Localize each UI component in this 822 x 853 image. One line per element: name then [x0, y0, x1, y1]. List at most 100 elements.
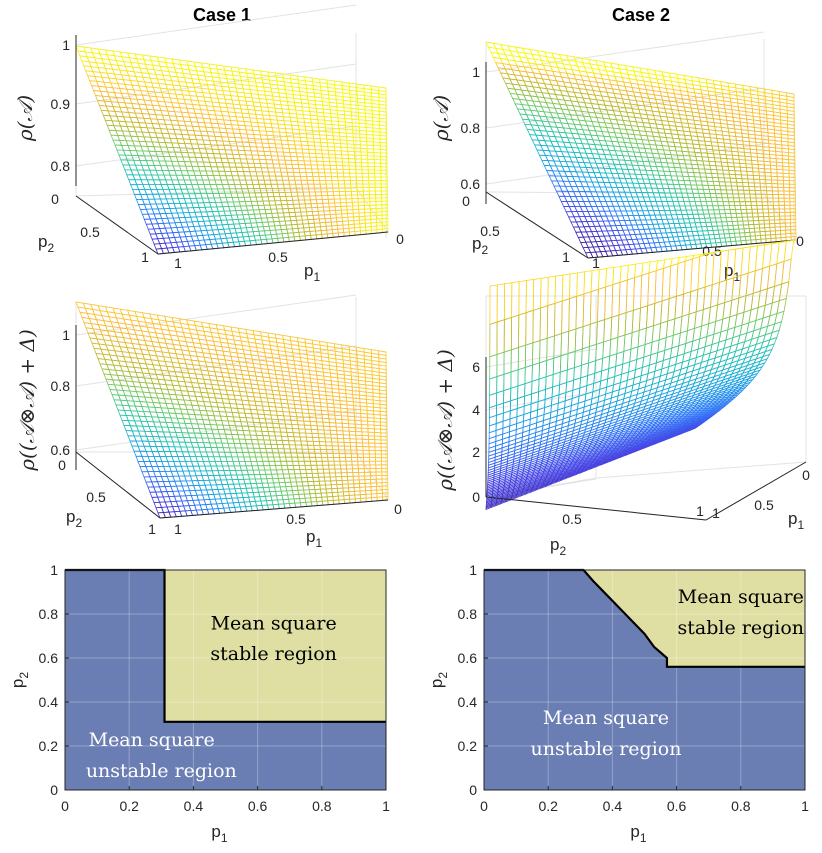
p1-axis-line — [157, 231, 389, 255]
mesh-cell — [323, 164, 331, 170]
mesh-cell — [374, 180, 382, 185]
mesh-cell — [741, 178, 749, 184]
mesh-cell — [126, 174, 136, 181]
mesh-cell — [374, 183, 382, 188]
grid-line — [485, 143, 765, 185]
mesh-cell — [139, 208, 149, 215]
mesh-cell — [368, 180, 376, 185]
mesh-cell — [300, 179, 309, 185]
mesh-cell — [110, 134, 121, 141]
mesh-cell — [351, 464, 359, 470]
p2-axis-line — [485, 191, 589, 259]
mesh-cell — [324, 437, 333, 443]
mesh-cell — [335, 161, 344, 167]
mesh-cell — [309, 456, 317, 462]
mesh-cell — [777, 186, 785, 192]
mesh-cell — [143, 218, 153, 225]
mesh-cell — [773, 215, 781, 221]
mesh-cell — [754, 186, 762, 191]
mesh-cell — [314, 191, 323, 197]
mesh-cell — [753, 182, 761, 188]
mesh-cell — [330, 172, 339, 178]
mesh-cell — [351, 194, 359, 200]
mesh-cell — [333, 460, 341, 466]
mesh-cell — [341, 161, 350, 167]
mesh-cell — [355, 176, 364, 181]
z-axis-label: ρ(𝒜) — [429, 95, 453, 142]
mesh-cell — [351, 198, 359, 203]
mesh-cell — [315, 199, 324, 204]
mesh-cell — [368, 190, 376, 196]
mesh-cell — [123, 425, 133, 432]
mesh-cell — [362, 442, 370, 448]
mesh-cell — [756, 205, 764, 210]
mesh-cell — [736, 181, 744, 187]
mesh-cell — [304, 199, 312, 205]
p2-tick-label: 0 — [462, 193, 470, 209]
mesh-cell — [337, 183, 346, 189]
mesh-cell — [348, 161, 356, 167]
mesh-cell — [344, 190, 353, 196]
grid-line — [75, 345, 357, 387]
mesh-cell — [313, 183, 322, 189]
mesh-cell — [745, 205, 753, 210]
mesh-cell — [789, 201, 796, 206]
mesh-cell — [548, 175, 559, 182]
mesh-cell — [318, 172, 326, 177]
mesh-cell — [771, 183, 779, 188]
mesh-cell — [736, 185, 745, 191]
mesh-cell — [333, 457, 341, 462]
mesh-cell — [327, 460, 335, 466]
mesh-cell — [137, 203, 147, 210]
mesh-cell — [337, 445, 346, 451]
mesh-cell — [563, 206, 573, 213]
mesh-cell — [748, 186, 756, 191]
mesh-cell — [772, 194, 779, 199]
mesh-cell — [336, 172, 345, 178]
mesh-cell — [367, 165, 375, 171]
mesh-cell — [345, 460, 353, 466]
mesh-cell — [553, 185, 563, 192]
mesh-cell — [735, 178, 743, 183]
mesh-cell — [306, 440, 315, 446]
mesh-cell — [345, 464, 353, 470]
mesh-cell — [332, 453, 340, 458]
mesh-cell — [380, 187, 388, 192]
mesh-cell — [301, 183, 309, 189]
mesh-cell — [336, 437, 345, 443]
mesh-cell — [297, 164, 306, 170]
mesh-cell — [325, 441, 333, 447]
mesh-cell — [119, 414, 129, 422]
mesh-cell — [744, 201, 752, 206]
mesh-cell — [350, 190, 359, 196]
mesh-cell — [374, 176, 382, 181]
mesh-cell — [308, 187, 316, 193]
mesh-cell — [345, 194, 353, 200]
z-tick-label: 0.9 — [51, 96, 71, 112]
mesh-cell — [580, 241, 589, 249]
mesh-cell — [316, 160, 325, 166]
p2-axis-label-subscript: 2 — [481, 243, 488, 257]
mesh-cell — [317, 168, 326, 174]
mesh-cell — [361, 172, 370, 178]
mesh-cell — [750, 205, 758, 210]
mesh-cell — [767, 208, 775, 214]
mesh-cell — [374, 442, 382, 448]
mesh-cell — [330, 168, 338, 174]
mesh-cell — [789, 211, 797, 217]
mesh-cell — [374, 169, 382, 175]
mesh-cell — [746, 212, 754, 218]
mesh-cell — [325, 445, 334, 451]
mesh-cell — [344, 183, 352, 189]
p1-tick-label: 0.5 — [702, 243, 722, 259]
mesh-cell — [381, 467, 389, 473]
mesh-cell — [369, 194, 377, 199]
mesh-cell — [312, 440, 321, 446]
mesh-cell — [306, 176, 314, 181]
mesh-cell — [783, 190, 791, 196]
mesh-cell — [374, 173, 382, 178]
mesh-cell — [344, 453, 352, 458]
mesh-cell — [778, 208, 786, 213]
